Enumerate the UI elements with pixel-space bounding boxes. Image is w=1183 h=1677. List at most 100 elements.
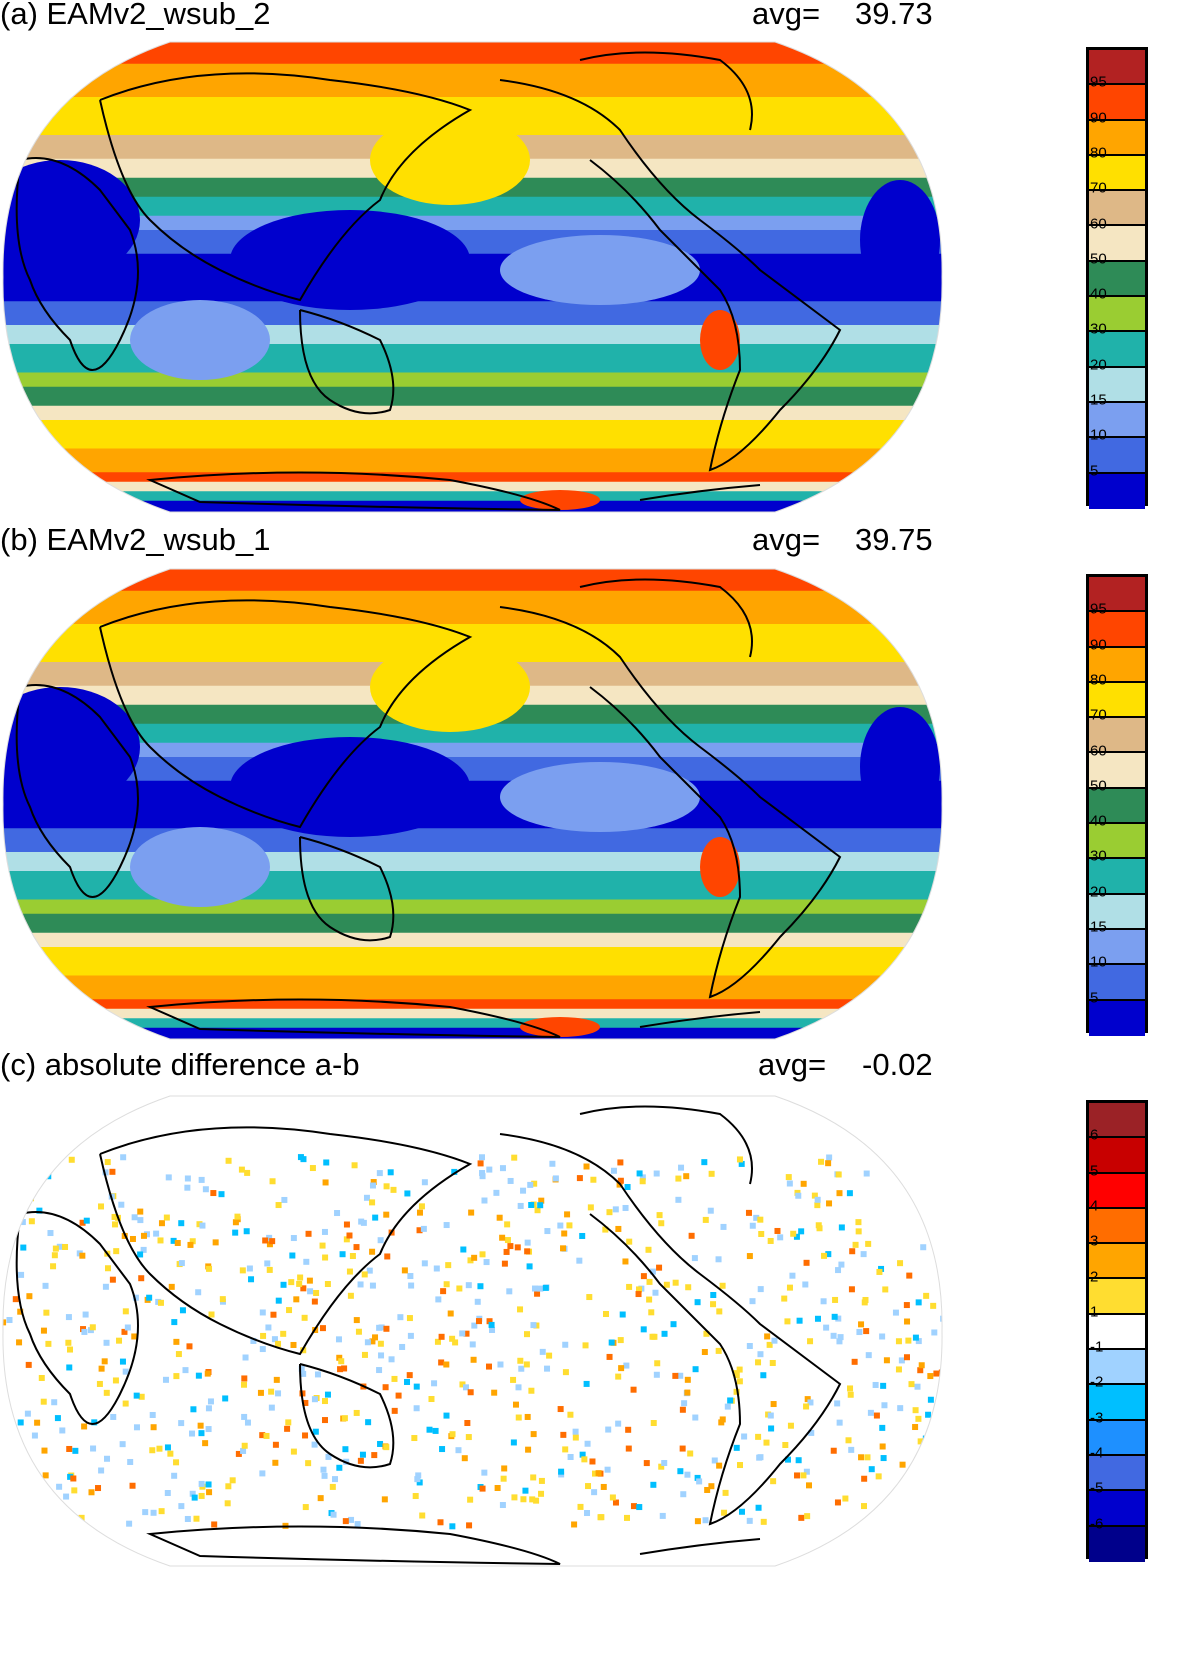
coastline [639, 1538, 761, 1555]
diff-cell [836, 1338, 843, 1345]
diff-cell [449, 1523, 456, 1530]
diff-cell [786, 1284, 793, 1291]
field-blob [370, 115, 530, 205]
diff-cell [766, 1341, 773, 1348]
diff-cell [381, 1496, 388, 1503]
colorbar-box [1089, 1526, 1145, 1562]
diff-cell [353, 1409, 360, 1416]
diff-cell [388, 1356, 395, 1363]
field-band [2, 947, 943, 977]
diff-cell [923, 1292, 930, 1299]
coastline [99, 72, 473, 302]
diff-cell [90, 1445, 97, 1452]
diff-cell [749, 1298, 756, 1305]
diff-cell [653, 1371, 660, 1378]
diff-cell [443, 1412, 450, 1419]
diff-cell [225, 1483, 232, 1490]
diff-cell [175, 1351, 182, 1358]
diff-cell [524, 1331, 531, 1338]
diff-cell [275, 1390, 282, 1397]
diff-cell [104, 1159, 111, 1166]
diff-cell [372, 1214, 379, 1221]
diff-cell [914, 1383, 921, 1390]
diff-cell [855, 1219, 862, 1226]
diff-cell [463, 1384, 470, 1391]
diff-cell [168, 1283, 175, 1290]
diff-cell [769, 1359, 776, 1366]
diff-cell [600, 1483, 607, 1490]
avg-value: 39.75 [855, 522, 933, 557]
diff-cell [138, 1275, 145, 1282]
diff-cell [925, 1456, 932, 1463]
diff-cell [915, 1415, 922, 1422]
diff-cell [630, 1503, 637, 1510]
diff-cell [774, 1227, 781, 1234]
diff-cell [266, 1234, 273, 1241]
diff-cell [353, 1317, 360, 1324]
diff-cell [861, 1475, 868, 1482]
diff-cell [763, 1439, 770, 1446]
diff-cell [615, 1373, 622, 1380]
diff-cell [760, 1518, 767, 1525]
diff-cell [834, 1400, 841, 1407]
diff-cell [397, 1314, 404, 1321]
diff-cell [815, 1222, 822, 1229]
diff-cell [195, 1289, 202, 1296]
diff-cell [414, 1476, 421, 1483]
colorbar-tick-label: 90 [1090, 109, 1107, 127]
diff-cell [285, 1419, 292, 1426]
diff-cell [290, 1235, 297, 1242]
diff-cell [351, 1162, 358, 1169]
diff-cell [757, 1286, 764, 1293]
diff-cell [814, 1315, 821, 1322]
diff-cell [259, 1309, 266, 1316]
diff-cell [17, 1419, 24, 1426]
diff-cell [449, 1431, 456, 1438]
field-band [2, 1018, 943, 1029]
diff-cell [346, 1232, 353, 1239]
field-blob [520, 1017, 600, 1037]
field-blob [500, 235, 700, 305]
diff-cell [173, 1373, 180, 1380]
diff-cell [83, 1217, 90, 1224]
diff-cell [118, 1201, 125, 1208]
colorbar-tick-label: -4 [1090, 1444, 1104, 1462]
diff-cell [579, 1451, 586, 1458]
diff-cell [31, 1523, 38, 1530]
diff-cell [758, 1230, 765, 1237]
diff-cell [777, 1234, 784, 1241]
diff-cell [757, 1351, 764, 1358]
diff-cell [266, 1266, 273, 1273]
diff-cell [241, 1442, 248, 1449]
field-band [2, 590, 943, 625]
colorbar-box [1089, 120, 1145, 156]
diff-cell [33, 1497, 40, 1504]
diff-cell [917, 1438, 924, 1445]
colorbar-box [1089, 1173, 1145, 1209]
diff-cell [280, 1281, 287, 1288]
diff-cell [539, 1348, 546, 1355]
diff-cell [131, 1214, 138, 1221]
diff-cell [202, 1440, 209, 1447]
diff-cell [486, 1166, 493, 1173]
diff-cell [122, 1400, 129, 1407]
colorbar-tick-label: 15 [1090, 918, 1107, 936]
diff-cell [935, 1409, 942, 1416]
diff-cell [684, 1471, 691, 1478]
diff-cell [590, 1176, 597, 1183]
diff-cell [746, 1517, 753, 1524]
map-panel-b [2, 568, 943, 1040]
diff-cell [16, 1339, 23, 1346]
diff-cell [286, 1307, 293, 1314]
diff-cell [544, 1228, 551, 1235]
diff-cell [317, 1495, 324, 1502]
diff-cell [767, 1237, 774, 1244]
field-band [2, 569, 943, 592]
diff-cell [70, 1475, 77, 1482]
diff-cell [787, 1422, 794, 1429]
diff-cell [694, 1518, 701, 1525]
diff-cell [129, 1235, 136, 1242]
diff-cell [806, 1482, 813, 1489]
diff-cell [150, 1509, 157, 1516]
colorbar-tick-label: 30 [1090, 320, 1107, 338]
